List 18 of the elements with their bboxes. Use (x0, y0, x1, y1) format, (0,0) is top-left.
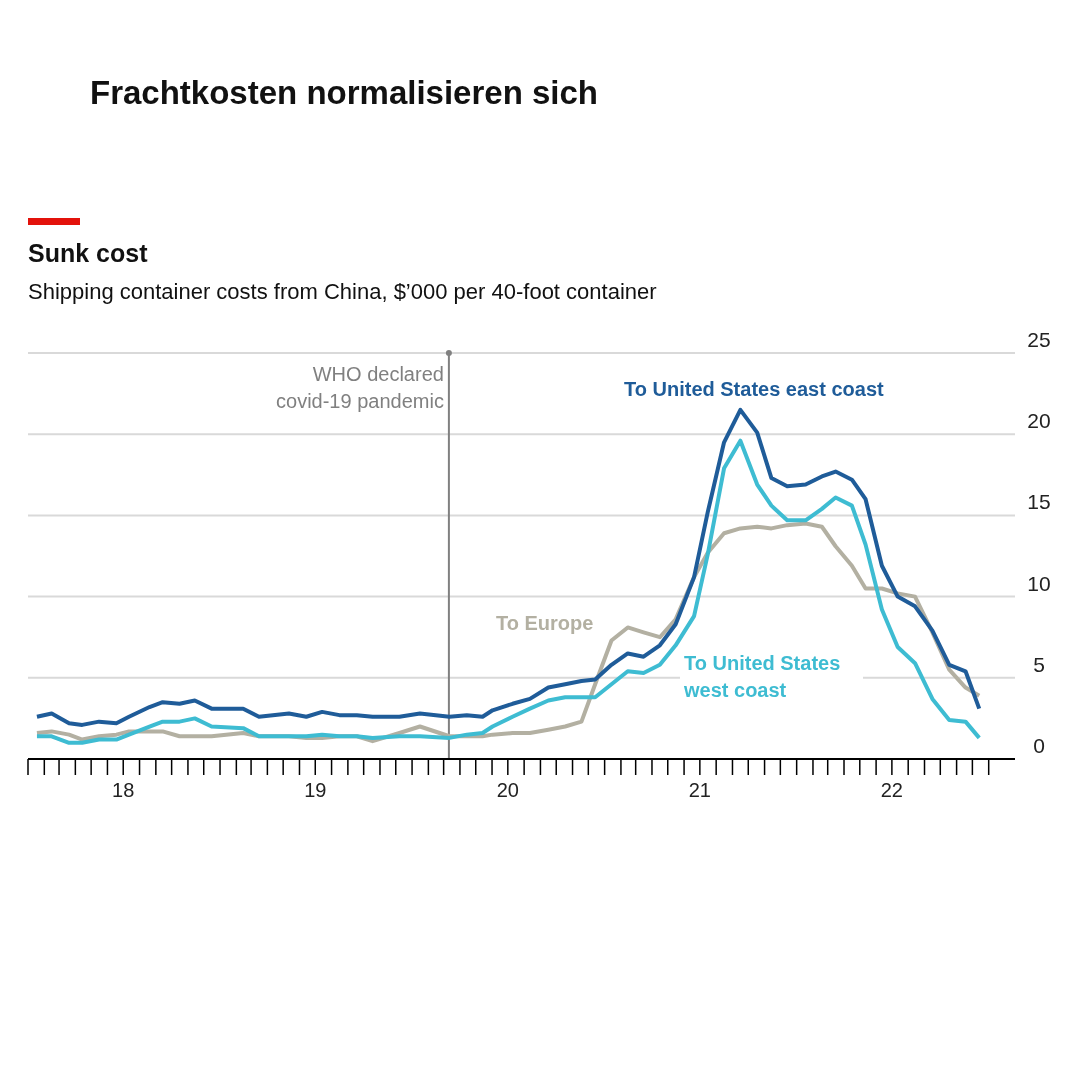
x-tick-label: 20 (496, 779, 519, 801)
chart-subtitle: Sunk cost (28, 239, 148, 268)
ref-line-label: WHO declared covid-19 pandemic (275, 362, 444, 414)
y-tick-label: 25 (1027, 328, 1051, 351)
series-label: To United States west coast (680, 650, 863, 704)
series-label: To United States east coast (620, 376, 918, 403)
series-label: To Europe (492, 610, 600, 637)
y-tick-label: 5 (1033, 652, 1045, 676)
y-tick-label: 20 (1027, 409, 1051, 433)
y-tick-label: 10 (1027, 571, 1051, 595)
y-tick-label: 0 (1033, 734, 1045, 757)
x-tick-label: 21 (688, 779, 711, 801)
x-tick-label: 18 (112, 779, 135, 801)
y-axis-title: Shipping container costs from China, $’000 per 40-foot container (28, 279, 657, 305)
x-tick-label: 19 (304, 779, 327, 801)
y-tick-label: 15 (1027, 490, 1051, 514)
chart-title: Frachtkosten normalisieren sich (90, 74, 599, 112)
x-tick-label: 22 (880, 779, 904, 801)
